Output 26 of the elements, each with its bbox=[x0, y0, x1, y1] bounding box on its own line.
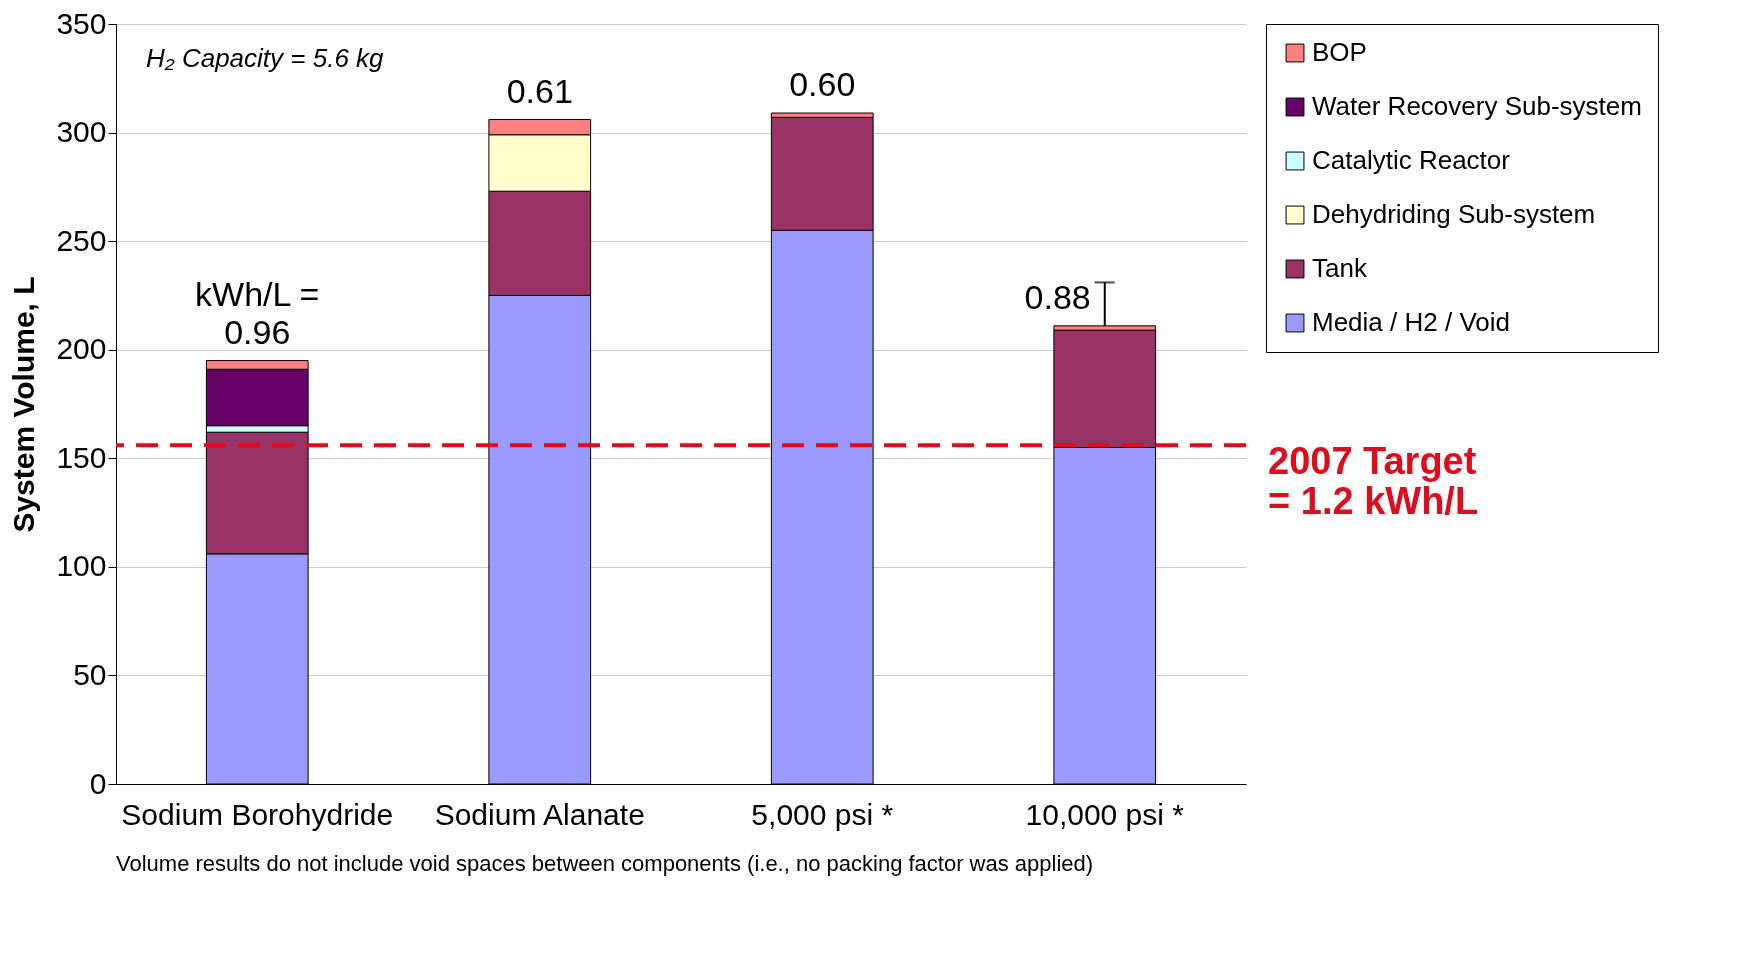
annotation: 0.61 bbox=[506, 71, 573, 110]
annotation: kWh/L = 0.96 bbox=[195, 274, 320, 351]
legend-label: Catalytic Reactor bbox=[1312, 145, 1511, 175]
text: 2007 Target = 1.2 kWh/L bbox=[1268, 440, 1479, 522]
x-tick-label: Sodium Borohydride bbox=[121, 797, 394, 831]
legend-label: Water Recovery Sub-system bbox=[1312, 91, 1642, 121]
text: Volume results do not include void spaces between components (i.e., no packing factor was applied) bbox=[116, 851, 1094, 876]
annotation: H₂ Capacity = 5.6 kg bbox=[146, 43, 385, 73]
legend-label: Tank bbox=[1312, 253, 1368, 283]
x-tick-label: 5,000 psi * bbox=[751, 797, 894, 831]
y-tick-label: 150 bbox=[56, 440, 107, 474]
x-tick-label: Sodium Alanate bbox=[434, 797, 645, 831]
y-tick-label: 250 bbox=[56, 223, 107, 257]
y-axis-title: System Volume, L bbox=[7, 276, 41, 533]
legend-label: Dehydriding Sub-system bbox=[1312, 199, 1596, 229]
annotation: 0.88 bbox=[1024, 277, 1091, 316]
y-tick-label: 200 bbox=[56, 332, 107, 366]
annotation: 0.60 bbox=[789, 65, 856, 104]
x-tick-label: 10,000 psi * bbox=[1025, 797, 1185, 831]
y-tick-label: 350 bbox=[56, 6, 107, 40]
y-tick-label: 0 bbox=[89, 766, 107, 800]
y-tick-label: 300 bbox=[56, 115, 107, 149]
y-tick-label: 100 bbox=[56, 549, 107, 583]
legend-label: BOP bbox=[1312, 37, 1367, 67]
legend-label: Media / H2 / Void bbox=[1312, 307, 1510, 337]
y-tick-label: 50 bbox=[73, 657, 107, 691]
